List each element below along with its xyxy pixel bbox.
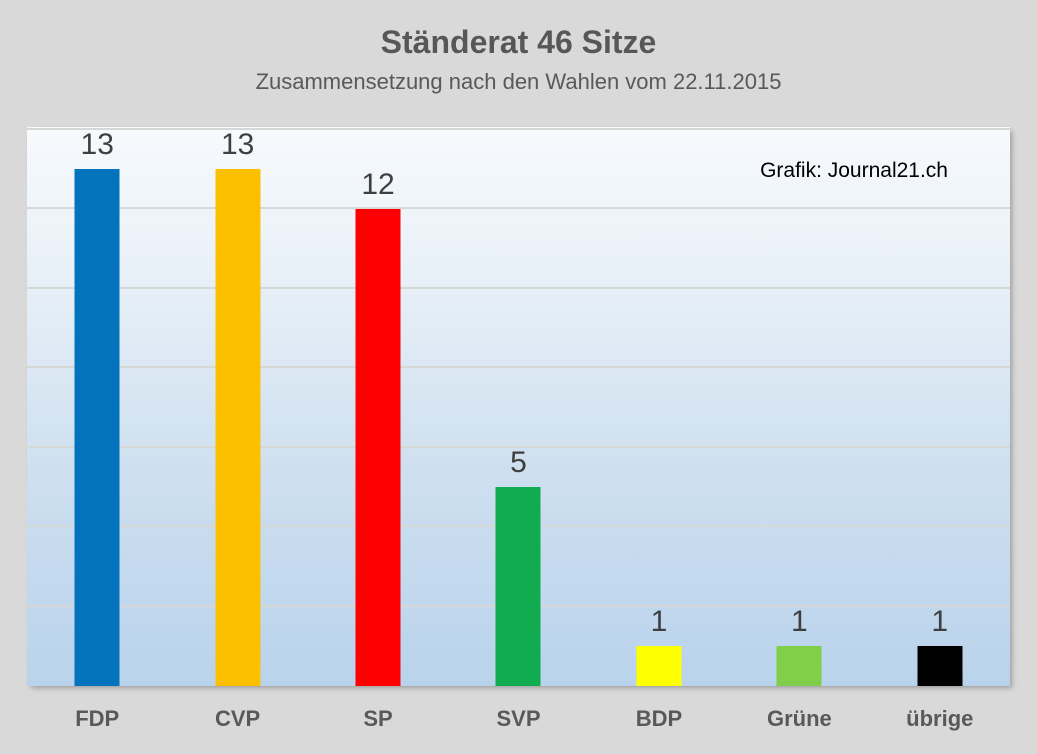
chart-header: Ständerat 46 Sitze Zusammensetzung nach … [0,24,1037,95]
category-label-übrige: übrige [906,706,974,731]
bar-slot-sp: 12 [308,127,448,686]
bar-svp [495,487,541,686]
chart-subtitle: Zusammensetzung nach den Wahlen vom 22.1… [255,69,782,94]
bar-value-label: 12 [361,168,395,201]
bar-slot-svp: 5 [448,127,588,686]
bar-value-label: 1 [791,605,808,639]
gridline [27,207,1010,209]
category-label-sp: SP [363,706,393,731]
category-label-bdp: BDP [635,706,683,731]
gridline [27,286,1010,289]
bar-value-label: 5 [510,446,527,480]
bar-value-label: 13 [220,128,255,162]
category-label-svp: SVP [496,706,541,731]
bar-slot-cvp: 13 [167,127,307,686]
x-axis-labels: FDP CVP SP SVP BDP Grüne übrige [27,700,1010,744]
chart-title: Ständerat 46 Sitze [380,24,657,60]
category-label-fdp: FDP [75,706,120,731]
gridline [27,445,1010,448]
attribution-label: Grafik: Journal21.ch [760,159,948,182]
bar-value-label: 13 [80,128,114,162]
bar-fdp [74,169,120,686]
bar-bdp [636,646,682,686]
bar-grüne [776,646,822,686]
bar-übrige [917,646,963,686]
bar-value-label: 1 [650,605,668,639]
bar-slot-übrige: 1 [870,127,1010,686]
bar-slot-grüne: 1 [729,127,869,686]
category-label-grüne: Grüne [766,706,832,731]
gridline [27,366,1010,368]
bar-cvp [215,169,261,686]
gridline [27,127,1010,130]
bar-sp [355,209,401,686]
bar-value-label: 1 [931,605,949,639]
plot-area: Grafik: Journal21.ch 13 13 12 5 1 1 1 [27,127,1010,686]
bar-slot-bdp: 1 [589,127,729,686]
bar-slot-fdp: 13 [27,127,167,686]
category-label-cvp: CVP [215,706,261,731]
